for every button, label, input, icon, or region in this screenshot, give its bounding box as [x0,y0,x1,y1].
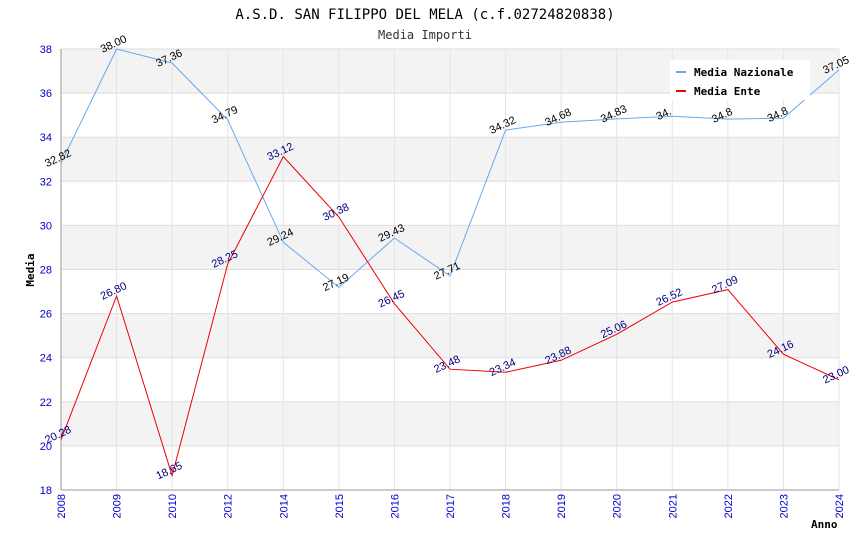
data-label: 34.8 [766,105,790,125]
data-label: 34.83 [599,103,629,126]
data-label: 23.00 [821,364,850,387]
x-tick-label: 2014 [278,494,290,518]
data-label: 26.80 [99,280,129,303]
data-label: 23.34 [488,356,518,379]
chart-series [60,48,840,478]
data-label: 27.09 [710,274,740,297]
x-axis-ticks: 2008 2009 2010 2012 2014 2015 2016 2017 2018 2019… [56,494,846,518]
x-tick-label: 2012 [223,494,235,518]
x-tick-label: 2024 [834,494,846,518]
y-tick-label: 28 [40,265,52,277]
x-tick-label: 2019 [556,494,568,518]
y-tick-label: 26 [40,309,52,321]
legend-box [670,60,810,100]
x-tick-label: 2022 [723,494,735,518]
legend-item: Media Nazionale [694,66,794,79]
x-tick-label: 2008 [56,494,68,518]
data-label: 34. [654,106,673,123]
x-tick-label: 2009 [112,494,124,518]
y-tick-label: 32 [40,176,52,188]
y-tick-label: 36 [40,88,52,100]
data-label: 18.65 [154,460,184,483]
y-tick-label: 38 [40,44,52,56]
series-line-media-ente [60,155,840,478]
data-label: 26.52 [654,286,684,309]
grid-lines [60,48,840,491]
data-label: 34.32 [488,114,518,137]
x-tick-label: 2018 [501,494,513,518]
data-label: 30.38 [321,201,351,224]
x-tick-label: 2023 [778,494,790,518]
data-label: 27.19 [321,272,351,295]
data-label: 34.68 [543,106,573,129]
x-tick-label: 2010 [167,494,179,518]
data-label: 34.79 [210,104,240,127]
y-tick-label: 34 [40,132,52,144]
y-tick-label: 24 [40,353,52,365]
data-label: 26.45 [377,288,407,311]
x-tick-label: 2021 [667,494,679,518]
x-tick-label: 2016 [389,494,401,518]
x-tick-label: 2017 [445,494,457,518]
x-tick-label: 2020 [612,494,624,518]
y-tick-label: 30 [40,220,52,232]
y-axis-ticks: 18 20 22 24 26 28 30 32 34 36 38 [40,44,52,497]
series-line-media-nazionale [60,48,840,289]
y-tick-label: 20 [40,441,52,453]
y-tick-label: 22 [40,397,52,409]
legend-item: Media Ente [694,85,761,98]
chart-subtitle: Media Importi [378,28,472,42]
x-tick-label: 2015 [334,494,346,518]
y-axis-label: Media [24,253,37,286]
y-tick-label: 18 [40,485,52,497]
x-axis-label: Anno [811,518,838,531]
data-label: 34.8 [710,106,734,126]
chart-title: A.S.D. SAN FILIPPO DEL MELA (c.f.0272482… [235,7,614,23]
chart-legend: Media Nazionale Media Ente [670,60,810,100]
